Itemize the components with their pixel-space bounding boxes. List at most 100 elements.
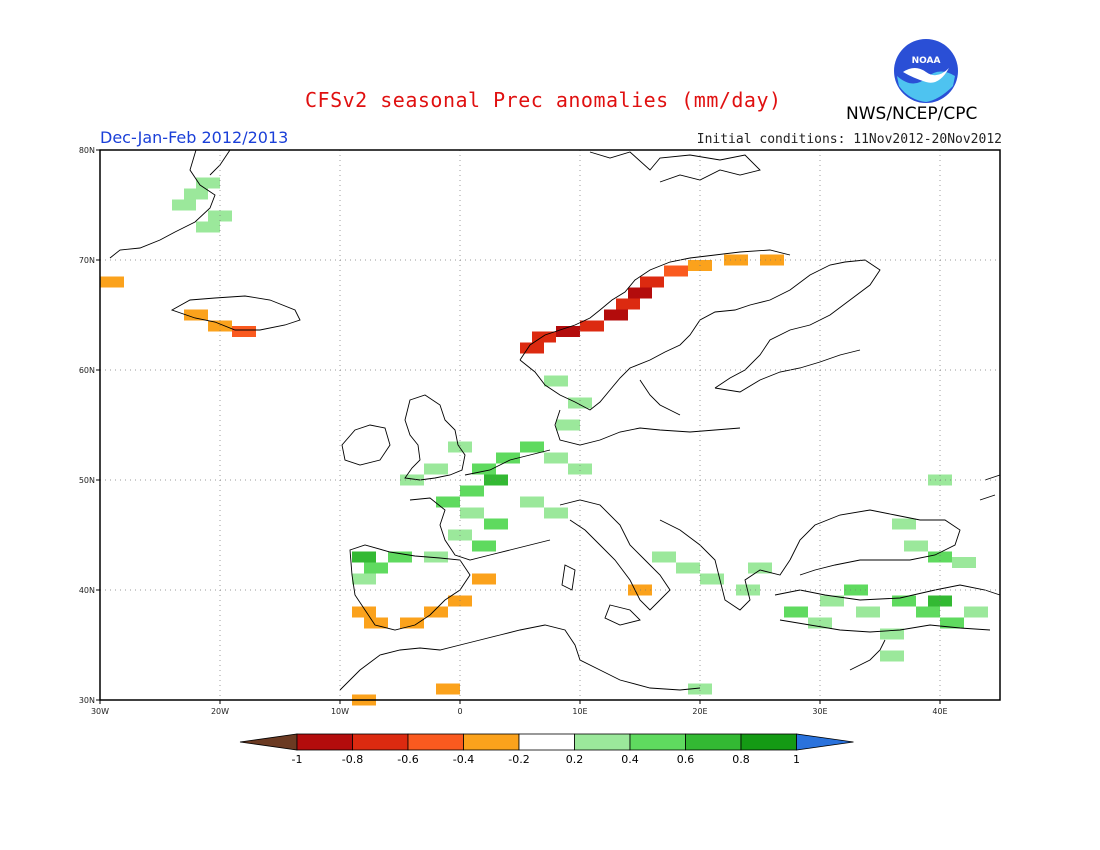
lon-tick-label: 30E [812, 707, 827, 716]
anomaly-cell [532, 331, 556, 343]
anomaly-cell [424, 551, 448, 563]
anomaly-cell [856, 606, 880, 618]
colorbar-segment [463, 733, 520, 751]
anomaly-cell [424, 606, 448, 618]
chart-title: CFSv2 seasonal Prec anomalies (mm/day) [305, 88, 782, 112]
anomaly-cell [520, 496, 544, 508]
anomaly-cell [784, 606, 808, 618]
anomaly-cell [892, 518, 916, 530]
anomaly-cell [736, 584, 760, 596]
lon-tick-label: 0 [457, 707, 462, 716]
colorbar-label: -0.4 [453, 753, 474, 766]
anomaly-cell [448, 441, 472, 453]
anomaly-cell [184, 188, 208, 200]
anomaly-cell [460, 485, 484, 497]
anomaly-cell [496, 452, 520, 464]
anomaly-cell [568, 397, 592, 409]
anomaly-cell [808, 617, 832, 629]
anomaly-cell [604, 309, 628, 321]
anomaly-cell [616, 298, 640, 310]
colorbar-label: -0.6 [397, 753, 418, 766]
lon-tick-label: 30W [91, 707, 109, 716]
anomaly-cell [748, 562, 772, 574]
anomaly-cell [472, 463, 496, 475]
map-frame [99, 149, 1001, 701]
anomaly-cell [520, 342, 544, 354]
anomaly-cell [196, 221, 220, 233]
anomaly-cell [700, 573, 724, 585]
coastlines [109, 149, 1001, 691]
anomaly-cell [100, 276, 124, 288]
anomaly-cell [400, 617, 424, 629]
colorbar-label: 0.2 [566, 753, 584, 766]
anomaly-cell [556, 326, 580, 337]
anomaly-cell [904, 540, 928, 552]
lon-tick-label: 10E [572, 707, 587, 716]
axis-ticks: 30W 20W 10W 0 10E 20E 30E 40E 80N 70N 60N 50N 40N 30N [79, 146, 948, 716]
colorbar-label: -0.8 [342, 753, 363, 766]
anomaly-cell [172, 199, 196, 211]
anomaly-cell [640, 276, 664, 288]
colorbar-label: -0.2 [508, 753, 529, 766]
anomaly-cell [352, 573, 376, 585]
colorbar-segment [296, 733, 353, 751]
anomaly-cell [940, 617, 964, 629]
anomaly-cell [580, 320, 604, 332]
colorbar-min-triangle [239, 733, 298, 751]
anomaly-cell [880, 650, 904, 662]
anomaly-cell [760, 254, 784, 266]
colorbar-max-triangle [796, 733, 854, 751]
lat-lon-grid [100, 150, 1000, 700]
anomaly-cell [952, 557, 976, 568]
anomaly-cell [364, 617, 388, 629]
anomaly-cell [916, 606, 940, 618]
colorbar-label: 1 [793, 753, 800, 766]
lon-tick-label: 20W [211, 707, 229, 716]
anomaly-cell [676, 562, 700, 574]
colorbar-label: 0.8 [732, 753, 750, 766]
anomaly-cell [196, 177, 220, 189]
initial-conditions: Initial conditions: 11Nov2012-20Nov2012 [696, 132, 1002, 147]
anomaly-cells [100, 177, 988, 706]
anomaly-cell [388, 551, 412, 563]
anomaly-cell [484, 518, 508, 530]
anomaly-cell [184, 309, 208, 321]
colorbar-label: 0.4 [621, 753, 639, 766]
anomaly-cell [472, 573, 496, 585]
lat-tick-label: 70N [79, 256, 95, 265]
anomaly-cell [352, 551, 376, 563]
anomaly-cell [436, 496, 460, 508]
anomaly-cell [652, 551, 676, 563]
noaa-logo: NOAA [894, 39, 958, 103]
colorbar-segment [629, 733, 686, 751]
anomaly-cell [544, 375, 568, 387]
anomaly-cell [544, 452, 568, 464]
anomaly-cell [568, 463, 592, 475]
colorbar-segment [407, 733, 464, 751]
colorbar: -1 -0.8 -0.6 -0.4 -0.2 0.2 0.4 0.6 0.8 1 [239, 733, 854, 766]
lon-tick-label: 40E [932, 707, 947, 716]
anomaly-cell [664, 265, 688, 277]
anomaly-cell [964, 606, 988, 618]
anomaly-cell [232, 326, 256, 337]
lat-tick-label: 60N [79, 366, 95, 375]
anomaly-cell [460, 507, 484, 519]
anomaly-cell [400, 474, 424, 486]
lon-tick-label: 10W [331, 707, 349, 716]
anomaly-cell [364, 562, 388, 574]
anomaly-cell [556, 419, 580, 431]
lon-tick-label: 20E [692, 707, 707, 716]
lat-tick-label: 50N [79, 476, 95, 485]
colorbar-label: 0.6 [677, 753, 695, 766]
anomaly-cell [520, 441, 544, 453]
anomaly-cell [820, 595, 844, 607]
anomaly-cell [424, 463, 448, 475]
colorbar-label: -1 [292, 753, 303, 766]
anomaly-cell [628, 287, 652, 299]
lat-tick-label: 30N [79, 696, 95, 705]
anomaly-cell [472, 540, 496, 552]
agency-label: NWS/NCEP/CPC [846, 104, 978, 124]
lat-tick-label: 40N [79, 586, 95, 595]
forecast-period: Dec-Jan-Feb 2012/2013 [100, 128, 289, 147]
